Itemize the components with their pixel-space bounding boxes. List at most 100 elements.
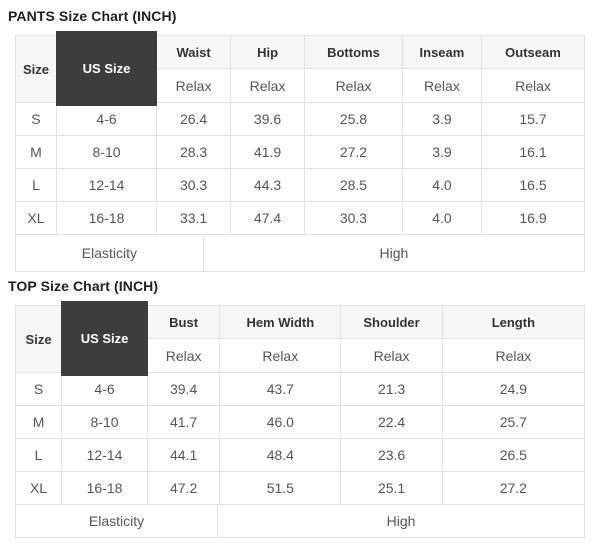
- value-cell: 30.3: [304, 201, 403, 235]
- elasticity-value-cell: High: [216, 504, 586, 538]
- pants-table-wrap: Size US Size Waist Hip Bottoms Inseam Ou…: [15, 31, 586, 272]
- value-cell: 47.2: [146, 471, 221, 505]
- size-column-header: Size: [15, 35, 57, 103]
- pants-row-s: S 4-6 26.4 39.6 25.8 3.9 15.7: [15, 102, 586, 136]
- column-header-shoulder: Shoulder: [340, 305, 443, 339]
- value-cell: 22.4: [340, 405, 443, 439]
- elasticity-value-cell: High: [202, 234, 586, 272]
- value-cell: 39.6: [230, 102, 306, 136]
- fit-cell-hip: Relax: [230, 68, 306, 103]
- pants-fit-header-row: Relax Relax Relax Relax Relax: [16, 68, 586, 103]
- us-size-header-label: US Size: [82, 61, 131, 76]
- top-table-header: Size US Size Bust Hem Width Shoulder Len…: [14, 301, 586, 377]
- column-header-outseam: Outseam: [480, 35, 586, 69]
- top-table-body: S 4-6 39.4 43.7 21.3 24.9 M 8-10 41.7 46…: [14, 372, 586, 505]
- value-cell: 39.4: [146, 372, 221, 406]
- column-header-hip: Hip: [230, 35, 306, 69]
- fit-cell-bottoms: Relax: [304, 68, 403, 103]
- value-cell: 21.3: [340, 372, 443, 406]
- top-measure-header-row: Size US Size Bust Hem Width Shoulder Len…: [14, 301, 586, 377]
- column-header-length: Length: [441, 305, 586, 339]
- column-header-hem-width: Hem Width: [219, 305, 342, 339]
- value-cell: 28.5: [304, 168, 403, 202]
- value-cell: 3.9: [401, 102, 482, 136]
- value-cell: 46.0: [219, 405, 342, 439]
- value-cell: 26.4: [156, 102, 232, 136]
- fit-cell-waist: Relax: [156, 68, 232, 103]
- us-size-cell: 12-14: [55, 168, 158, 202]
- pants-table-body: S 4-6 26.4 39.6 25.8 3.9 15.7 M 8-10 28.…: [15, 102, 586, 235]
- column-header-waist: Waist: [156, 35, 232, 69]
- value-cell: 24.9: [441, 372, 586, 406]
- us-size-cell: 8-10: [61, 405, 148, 439]
- us-size-cell: 16-18: [55, 201, 158, 235]
- size-cell: L: [14, 438, 63, 472]
- top-fit-header-row: Relax Relax Relax Relax: [16, 338, 586, 373]
- top-elasticity-row: Elasticity High: [15, 504, 586, 538]
- pants-elasticity-row: Elasticity High: [15, 234, 586, 272]
- value-cell: 43.7: [219, 372, 342, 406]
- size-cell: XL: [14, 471, 63, 505]
- value-cell: 44.3: [230, 168, 306, 202]
- pants-row-l: L 12-14 30.3 44.3 28.5 4.0 16.5: [15, 168, 586, 202]
- value-cell: 16.5: [480, 168, 586, 202]
- value-cell: 44.1: [146, 438, 221, 472]
- size-cell: XL: [15, 201, 57, 235]
- top-row-l: L 12-14 44.1 48.4 23.6 26.5: [14, 438, 586, 472]
- value-cell: 25.1: [340, 471, 443, 505]
- pants-size-chart-section: PANTS Size Chart (INCH) Size US Size Wai…: [8, 8, 592, 272]
- top-size-table: Size US Size Bust Hem Width Shoulder Len…: [14, 301, 586, 505]
- size-column-header: Size: [14, 305, 63, 373]
- size-cell: S: [14, 372, 63, 406]
- value-cell: 41.7: [146, 405, 221, 439]
- value-cell: 4.0: [401, 168, 482, 202]
- top-elasticity-table: Elasticity High: [15, 504, 586, 538]
- value-cell: 4.0: [401, 201, 482, 235]
- fit-cell-bust: Relax: [146, 338, 221, 373]
- us-size-column-header: US Size: [61, 301, 149, 377]
- top-chart-title: TOP Size Chart (INCH): [8, 278, 159, 294]
- size-cell: L: [15, 168, 57, 202]
- top-row-m: M 8-10 41.7 46.0 22.4 25.7: [14, 405, 586, 439]
- top-row-s: S 4-6 39.4 43.7 21.3 24.9: [14, 372, 586, 406]
- value-cell: 51.5: [219, 471, 342, 505]
- fit-cell-inseam: Relax: [401, 68, 482, 103]
- us-size-cell: 4-6: [55, 102, 158, 136]
- value-cell: 27.2: [441, 471, 586, 505]
- us-size-cell: 4-6: [61, 372, 148, 406]
- value-cell: 15.7: [480, 102, 586, 136]
- value-cell: 48.4: [219, 438, 342, 472]
- us-size-cell: 12-14: [61, 438, 148, 472]
- us-size-cell: 8-10: [55, 135, 158, 169]
- value-cell: 25.8: [304, 102, 403, 136]
- value-cell: 16.1: [480, 135, 586, 169]
- value-cell: 23.6: [340, 438, 443, 472]
- size-cell: M: [15, 135, 57, 169]
- top-table-wrap: Size US Size Bust Hem Width Shoulder Len…: [14, 301, 586, 538]
- value-cell: 33.1: [156, 201, 232, 235]
- elasticity-label-cell: Elasticity: [15, 234, 204, 272]
- column-header-bust: Bust: [146, 305, 221, 339]
- elasticity-label-cell: Elasticity: [15, 504, 218, 538]
- pants-measure-header-row: Size US Size Waist Hip Bottoms Inseam Ou…: [15, 31, 586, 107]
- fit-cell-shoulder: Relax: [340, 338, 443, 373]
- us-size-header-label: US Size: [80, 331, 129, 346]
- pants-chart-title: PANTS Size Chart (INCH): [8, 8, 177, 24]
- column-header-inseam: Inseam: [401, 35, 482, 69]
- us-size-cell: 16-18: [61, 471, 148, 505]
- us-size-column-header: US Size: [55, 31, 158, 107]
- value-cell: 3.9: [401, 135, 482, 169]
- value-cell: 16.9: [480, 201, 586, 235]
- value-cell: 27.2: [304, 135, 403, 169]
- value-cell: 47.4: [230, 201, 306, 235]
- value-cell: 26.5: [441, 438, 586, 472]
- pants-row-xl: XL 16-18 33.1 47.4 30.3 4.0 16.9: [15, 201, 586, 235]
- value-cell: 28.3: [156, 135, 232, 169]
- fit-cell-hem-width: Relax: [219, 338, 342, 373]
- value-cell: 25.7: [441, 405, 586, 439]
- pants-size-table: Size US Size Waist Hip Bottoms Inseam Ou…: [15, 31, 586, 235]
- pants-row-m: M 8-10 28.3 41.9 27.2 3.9 16.1: [15, 135, 586, 169]
- pants-elasticity-table: Elasticity High: [15, 234, 586, 272]
- top-row-xl: XL 16-18 47.2 51.5 25.1 27.2: [14, 471, 586, 505]
- top-size-chart-section: TOP Size Chart (INCH) Size US Size Bust …: [8, 278, 592, 538]
